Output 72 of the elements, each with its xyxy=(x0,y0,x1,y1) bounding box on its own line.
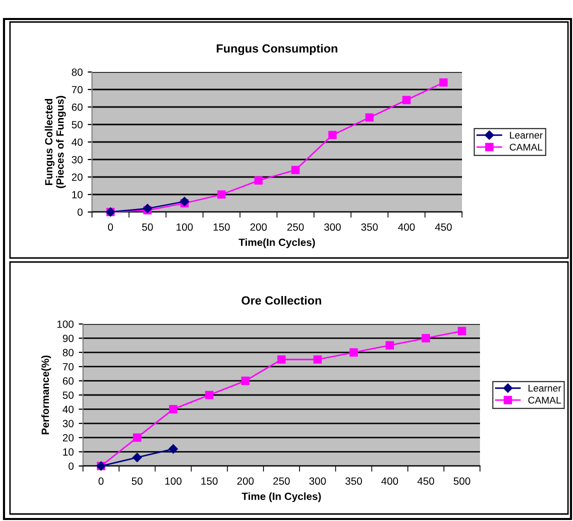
x-tick-label: 50 xyxy=(132,477,143,485)
point xyxy=(180,196,190,206)
point xyxy=(439,78,448,87)
x-axis-title: Time (In Cycles) xyxy=(242,492,321,502)
y-tick-label: 90 xyxy=(62,334,74,342)
y-tick-label: 70 xyxy=(62,363,74,370)
point xyxy=(328,130,337,140)
y-tick-label: 70 xyxy=(72,86,83,94)
chart-title: Fungus Consumption xyxy=(216,44,338,56)
point xyxy=(169,405,178,414)
y-tick-label: 50 xyxy=(72,121,83,128)
chart-title: Ore Collection xyxy=(242,296,322,305)
x-tick-label: 200 xyxy=(237,477,254,485)
y-tick-label: 40 xyxy=(62,406,74,414)
x-tick-label: 200 xyxy=(250,223,267,231)
x-tick-label: 400 xyxy=(381,477,398,485)
y-tick-label: 10 xyxy=(63,448,74,456)
x-tick-label: 0 xyxy=(108,223,113,231)
y-axis-title: Fungus Collected (Pieces of Fungus) xyxy=(44,96,66,188)
y-tick-label: 20 xyxy=(62,434,74,442)
point xyxy=(350,348,358,357)
point xyxy=(205,390,214,400)
legend-label: CAMAL xyxy=(528,396,561,404)
y-tick-label: 20 xyxy=(72,174,83,181)
point xyxy=(402,96,411,104)
x-tick-label: 150 xyxy=(201,477,218,485)
legend-label: Learner xyxy=(510,132,543,139)
point xyxy=(142,204,152,214)
y-tick-label: 50 xyxy=(62,392,74,399)
x-tick-label: 350 xyxy=(361,223,378,231)
x-tick-label: 300 xyxy=(324,223,341,231)
legend-label: CAMAL xyxy=(510,144,542,151)
y-tick-label: 80 xyxy=(72,68,83,76)
x-tick-label: 400 xyxy=(398,223,415,231)
point xyxy=(217,190,226,199)
y-tick-label: 80 xyxy=(62,348,74,356)
x-tick-label: 0 xyxy=(98,477,104,485)
point xyxy=(132,452,142,462)
point xyxy=(458,326,466,336)
x-tick-label: 450 xyxy=(435,223,452,231)
y-tick-label: 30 xyxy=(62,420,74,428)
x-tick-label: 250 xyxy=(287,223,304,231)
point xyxy=(132,433,142,442)
y-tick-label: 100 xyxy=(57,320,74,328)
point xyxy=(386,341,394,350)
x-tick-label: 150 xyxy=(214,223,230,231)
point xyxy=(277,355,286,364)
x-tick-label: 100 xyxy=(165,477,182,485)
point xyxy=(254,176,263,185)
point xyxy=(241,376,250,385)
y-tick-label: 60 xyxy=(72,104,83,111)
legend-label: Learner xyxy=(528,384,562,392)
y-tick-label: 0 xyxy=(78,208,83,216)
point xyxy=(291,166,300,174)
x-tick-label: 500 xyxy=(454,477,470,485)
x-tick-label: 350 xyxy=(345,477,362,485)
x-tick-label: 50 xyxy=(142,223,153,231)
point xyxy=(168,444,178,454)
y-tick-label: 30 xyxy=(72,156,83,164)
y-tick-label: 0 xyxy=(68,462,74,470)
y-tick-label: 10 xyxy=(72,191,83,198)
x-tick-label: 300 xyxy=(309,477,326,485)
point xyxy=(365,113,374,122)
x-tick-label: 100 xyxy=(176,223,193,231)
x-tick-label: 450 xyxy=(417,477,434,485)
point xyxy=(313,355,322,364)
y-tick-label: 60 xyxy=(62,377,74,385)
y-axis-title: Performance(%) xyxy=(41,356,52,434)
point xyxy=(422,334,430,342)
x-tick-label: 250 xyxy=(273,477,290,485)
y-tick-label: 40 xyxy=(72,138,83,146)
x-axis-title: Time(In Cycles) xyxy=(238,238,315,248)
